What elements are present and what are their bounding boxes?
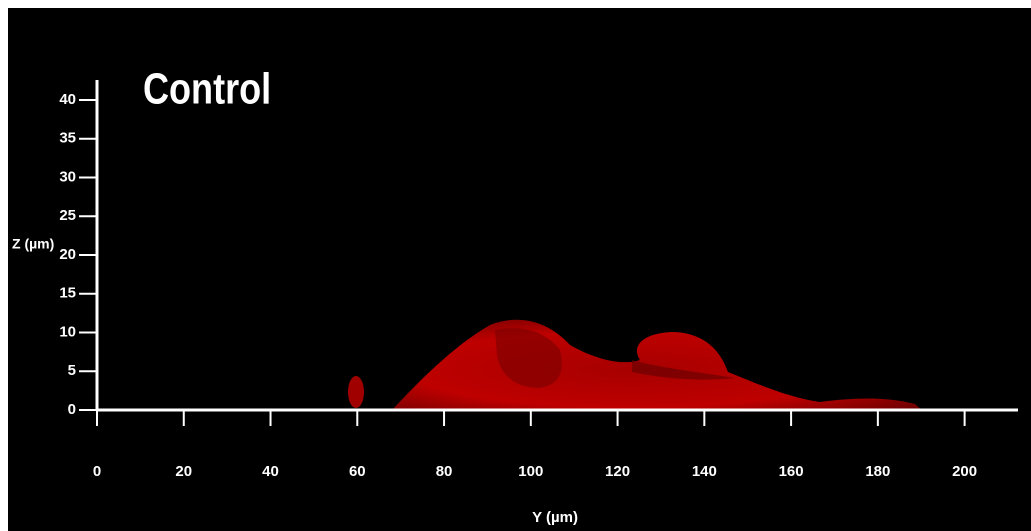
panel-title: Control: [143, 64, 271, 113]
x-tick-label: 160: [779, 463, 804, 480]
x-tick-label: 60: [349, 463, 366, 480]
x-tick-label: 80: [436, 463, 453, 480]
y-tick-label: 10: [59, 323, 76, 340]
y-tick-label: 15: [59, 285, 76, 302]
y-tick-label: 25: [59, 207, 76, 224]
x-tick-label: 120: [605, 463, 630, 480]
y-tick-label: 40: [59, 91, 76, 108]
x-axis-label: Y (µm): [532, 509, 578, 526]
y-tick-label: 30: [59, 168, 76, 185]
y-tick-label: 5: [68, 362, 76, 379]
y-tick-label: 20: [59, 246, 76, 263]
figure: Control Z (µm) Y (µm) 020406080100120140…: [0, 0, 1031, 531]
x-tick-label: 180: [865, 463, 890, 480]
x-tick-label: 200: [952, 463, 977, 480]
y-tick-label: 0: [68, 401, 76, 418]
page: Control Z (µm) Y (µm) 020406080100120140…: [0, 0, 1031, 531]
x-tick-label: 20: [175, 463, 192, 480]
x-tick-label: 0: [93, 463, 101, 480]
y-tick-label: 35: [59, 130, 76, 147]
x-tick-label: 40: [262, 463, 279, 480]
y-axis-label: Z (µm): [12, 236, 54, 252]
x-tick-label: 100: [518, 463, 543, 480]
x-tick-label: 140: [692, 463, 717, 480]
